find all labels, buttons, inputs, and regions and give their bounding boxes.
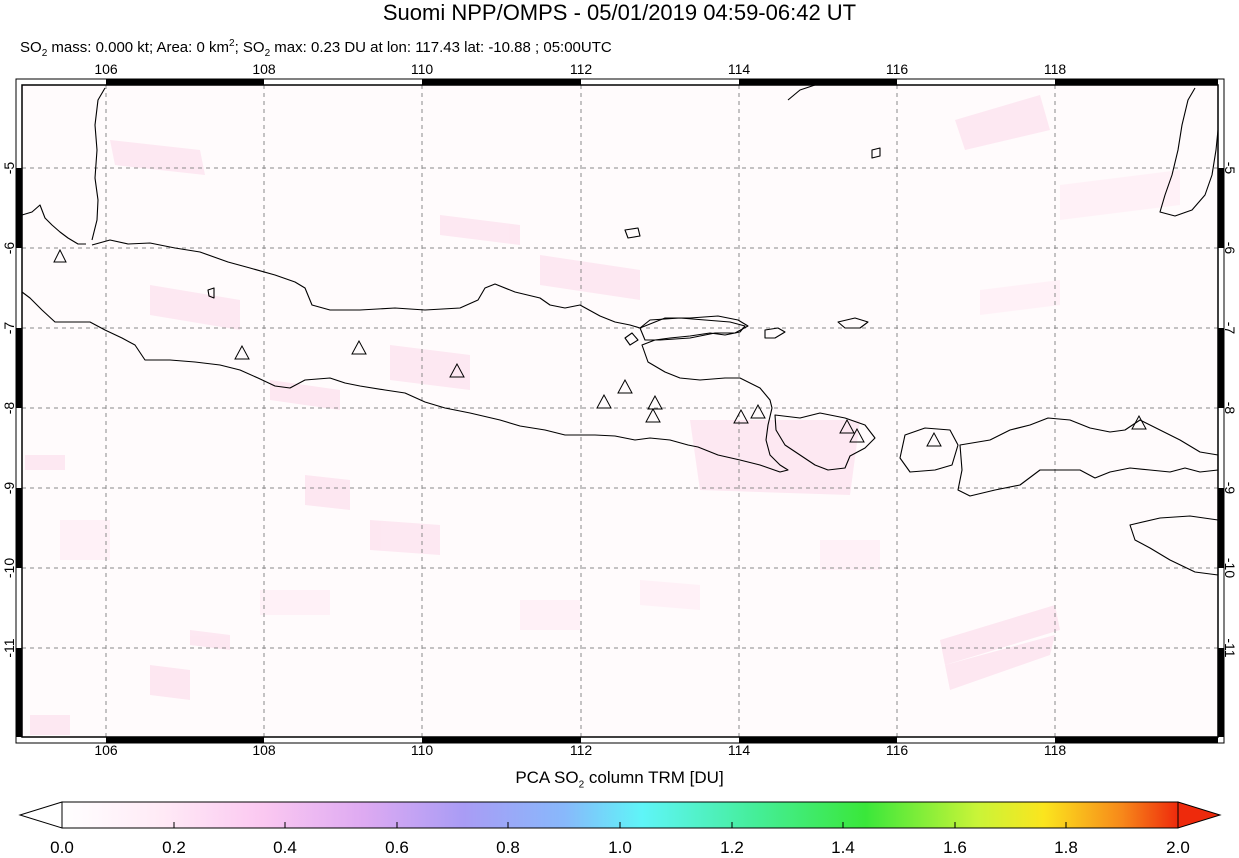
lat-label-right: -11 bbox=[1222, 638, 1238, 658]
coast-madura bbox=[639, 315, 749, 341]
triangle-icon bbox=[234, 344, 250, 360]
island-bawean bbox=[624, 227, 641, 239]
lat-label-right: -10 bbox=[1222, 557, 1238, 579]
coast-sulawesi bbox=[1159, 87, 1219, 217]
coast-borneo bbox=[787, 84, 816, 101]
coast-java bbox=[21, 239, 789, 473]
colorbar-low-arrow bbox=[18, 801, 63, 829]
colorbar-tick-label: 1.8 bbox=[1054, 838, 1078, 857]
colorbar-tick-label: 1.0 bbox=[608, 838, 632, 857]
lon-label-bottom: 112 bbox=[569, 742, 593, 758]
lon-label-bottom: 106 bbox=[94, 742, 118, 758]
triangle-icon bbox=[53, 248, 67, 263]
colorbar-tick-label: 0.0 bbox=[50, 838, 74, 857]
colorbar-tick-label: 0.2 bbox=[162, 838, 186, 857]
triangle-icon bbox=[733, 408, 749, 424]
triangle-icon bbox=[750, 403, 766, 419]
lat-label-right: -7 bbox=[1222, 321, 1238, 335]
lat-label-right: -8 bbox=[1222, 401, 1238, 415]
colorbar-tick-label: 2.0 bbox=[1166, 838, 1190, 857]
stats-line: SO2 mass: 0.000 kt; Area: 0 km2; SO2 max… bbox=[20, 38, 612, 59]
colorbar-tick-label: 0.8 bbox=[496, 838, 520, 857]
lat-label-left: -9 bbox=[1, 481, 17, 495]
colorbar-tick-label: 0.4 bbox=[273, 838, 297, 857]
coast-sumba bbox=[1129, 515, 1219, 576]
lat-label-right: -9 bbox=[1222, 481, 1238, 495]
map-outer-frame bbox=[15, 78, 1225, 744]
lon-label-bottom: 116 bbox=[885, 742, 909, 758]
lat-label-left: -8 bbox=[1, 401, 17, 415]
so2-swath-pixels bbox=[25, 95, 1060, 735]
lon-label-bottom: 110 bbox=[410, 742, 434, 758]
lon-label-top: 110 bbox=[410, 61, 434, 77]
so2-swath-pixels-faint bbox=[60, 170, 1180, 630]
lat-label-left: -5 bbox=[1, 161, 17, 175]
map-frame bbox=[21, 84, 1219, 738]
lat-label-right: -5 bbox=[1222, 161, 1238, 175]
lat-label-left: -10 bbox=[1, 557, 17, 579]
volcano-markers bbox=[53, 248, 1147, 447]
colorbar-tick-label: 1.2 bbox=[720, 838, 744, 857]
lat-label-left: -11 bbox=[1, 638, 17, 658]
lat-label-left: -6 bbox=[1, 241, 17, 255]
colorbar-title: PCA SO2 column TRM [DU] bbox=[515, 768, 724, 791]
triangle-icon bbox=[849, 427, 865, 443]
triangle-icon bbox=[647, 394, 663, 410]
lon-label-bottom: 108 bbox=[252, 742, 276, 758]
lon-label-top: 106 bbox=[94, 61, 118, 77]
triangle-icon bbox=[1131, 414, 1147, 430]
colorbar-tick-label: 1.4 bbox=[831, 838, 855, 857]
map-border-bars bbox=[16, 79, 1224, 743]
lon-label-bottom: 114 bbox=[727, 742, 751, 758]
lat-label-right: -6 bbox=[1222, 241, 1238, 255]
coast-lombok bbox=[899, 427, 959, 473]
triangle-icon bbox=[596, 393, 612, 409]
colorbar-tick-label: 1.6 bbox=[943, 838, 967, 857]
coast-sumbawa bbox=[957, 417, 1219, 497]
map-title: Suomi NPP/OMPS - 05/01/2019 04:59-06:42 … bbox=[382, 0, 857, 25]
lon-label-top: 108 bbox=[252, 61, 276, 77]
colorbar-tick-label: 0.6 bbox=[385, 838, 409, 857]
lon-label-top: 116 bbox=[885, 61, 909, 77]
colorbar-high-arrow bbox=[1177, 801, 1222, 829]
triangle-icon bbox=[449, 362, 465, 378]
colorbar-ticks bbox=[61, 822, 1179, 828]
triangle-icon bbox=[351, 339, 367, 355]
coast-sumatra bbox=[21, 204, 86, 245]
triangle-icon bbox=[645, 407, 661, 423]
coast-sumatra-east bbox=[91, 87, 106, 241]
triangle-icon bbox=[926, 431, 942, 447]
coastlines bbox=[21, 84, 1219, 576]
coast-bali bbox=[774, 412, 876, 471]
lon-label-top: 114 bbox=[727, 61, 751, 77]
lon-label-bottom: 118 bbox=[1043, 742, 1067, 758]
triangle-icon bbox=[839, 418, 855, 434]
lat-label-left: -7 bbox=[1, 321, 17, 335]
triangle-icon bbox=[617, 378, 633, 394]
lon-label-top: 112 bbox=[569, 61, 593, 77]
lon-label-top: 118 bbox=[1043, 61, 1067, 77]
